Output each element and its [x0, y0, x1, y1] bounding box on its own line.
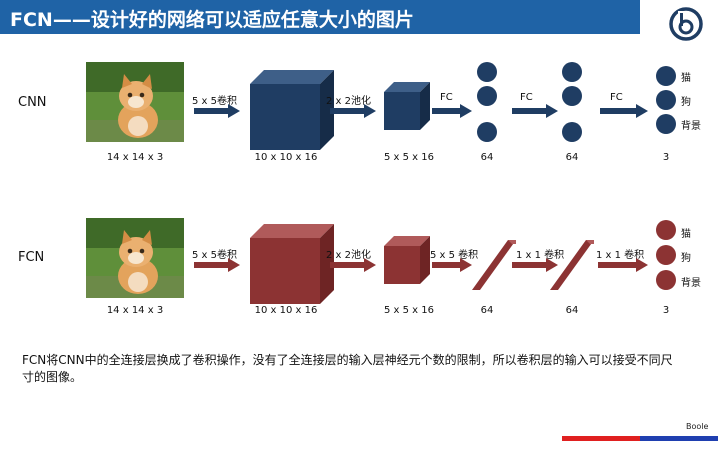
kitten-image-fcn — [86, 218, 184, 298]
arrow-icon — [330, 104, 376, 118]
fcn-block2-dim: 5 x 5 x 16 — [384, 305, 434, 316]
arrow-icon — [330, 258, 376, 272]
cnn-pool-block — [384, 82, 430, 130]
cnn-op4-label: FC — [520, 92, 533, 103]
footer-stripe-red — [562, 436, 640, 441]
cnn-input-dim: 14 x 14 x 3 — [106, 152, 164, 163]
fcn-pool-block — [384, 236, 430, 284]
kitten-image-cnn — [86, 62, 184, 142]
arrow-icon — [432, 104, 472, 118]
footer-brand: Boole — [686, 422, 709, 431]
fcn-output-node — [656, 270, 676, 290]
footer-stripe-blue — [640, 436, 718, 441]
cnn-fc1-node — [477, 86, 497, 106]
arrow-icon — [600, 104, 648, 118]
cnn-class-label: 狗 — [681, 97, 691, 108]
arrow-icon — [512, 104, 558, 118]
fcn-op1-label: 5 x 5卷积 — [192, 250, 237, 261]
arrow-icon — [598, 258, 648, 272]
title-bar — [0, 0, 640, 34]
fcn-layer3-dim: 64 — [480, 305, 494, 316]
fcn-output-dim: 3 — [662, 305, 670, 316]
fcn-conv-slab-64 — [472, 240, 516, 290]
cnn-op2-label: 2 x 2池化 — [326, 96, 371, 107]
cnn-layer3-dim: 64 — [480, 152, 494, 163]
cnn-fc1-node — [477, 122, 497, 142]
slide-header: FCN——设计好的网络可以适应任意大小的图片 — [0, 0, 720, 44]
arrow-icon — [194, 104, 240, 118]
fcn-input-dim: 14 x 14 x 3 — [106, 305, 164, 316]
cnn-class-label: 猫 — [681, 73, 691, 84]
cnn-fc2-node — [562, 62, 582, 82]
fcn-op3-label: 5 x 5 卷积 — [430, 250, 479, 261]
fcn-class-label: 狗 — [681, 253, 691, 264]
arrow-icon — [512, 258, 558, 272]
fcn-layer4-dim: 64 — [565, 305, 579, 316]
cnn-fc2-node — [562, 122, 582, 142]
cnn-conv-block — [250, 70, 334, 150]
cnn-fc1-node — [477, 62, 497, 82]
cnn-block1-dim: 10 x 10 x 16 — [254, 152, 318, 163]
fcn-block1-dim: 10 x 10 x 16 — [254, 305, 318, 316]
arrow-icon — [432, 258, 472, 272]
cnn-output-dim: 3 — [662, 152, 670, 163]
fcn-output-node — [656, 245, 676, 265]
cnn-op5-label: FC — [610, 92, 623, 103]
fcn-output-node — [656, 220, 676, 240]
fcn-class-label: 猫 — [681, 229, 691, 240]
cnn-block2-dim: 5 x 5 x 16 — [384, 152, 434, 163]
slide-caption: FCN将CNN中的全连接层换成了卷积操作，没有了全连接层的输入层神经元个数的限制… — [22, 353, 673, 384]
slide-title: FCN——设计好的网络可以适应任意大小的图片 — [10, 9, 414, 31]
cnn-layer4-dim: 64 — [565, 152, 579, 163]
cnn-op1-label: 5 x 5卷积 — [192, 96, 237, 107]
cnn-row-label: CNN — [18, 95, 47, 110]
cnn-output-node — [656, 66, 676, 86]
fcn-row-label: FCN — [18, 250, 45, 265]
fcn-class-label: 背景 — [681, 278, 701, 289]
arrow-icon — [194, 258, 240, 272]
cnn-op3-label: FC — [440, 92, 453, 103]
fcn-conv-block — [250, 224, 334, 304]
boole-logo-icon — [669, 7, 703, 41]
cnn-output-node — [656, 90, 676, 110]
fcn-op2-label: 2 x 2池化 — [326, 250, 371, 261]
fcn-op5-label: 1 x 1 卷积 — [596, 250, 645, 261]
fcn-conv-slab-64 — [550, 240, 594, 290]
fcn-op4-label: 1 x 1 卷积 — [516, 250, 565, 261]
cnn-output-node — [656, 114, 676, 134]
cnn-fc2-node — [562, 86, 582, 106]
cnn-class-label: 背景 — [681, 121, 701, 132]
